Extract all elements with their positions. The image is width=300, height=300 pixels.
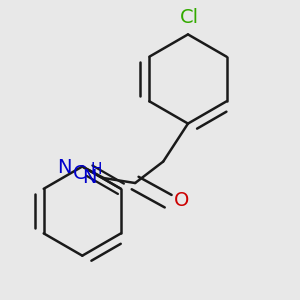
Text: N: N [57,158,71,177]
Text: C: C [73,164,87,183]
Text: H: H [91,162,102,177]
Text: O: O [174,191,190,210]
Text: N: N [82,168,97,187]
Text: Cl: Cl [180,8,199,27]
